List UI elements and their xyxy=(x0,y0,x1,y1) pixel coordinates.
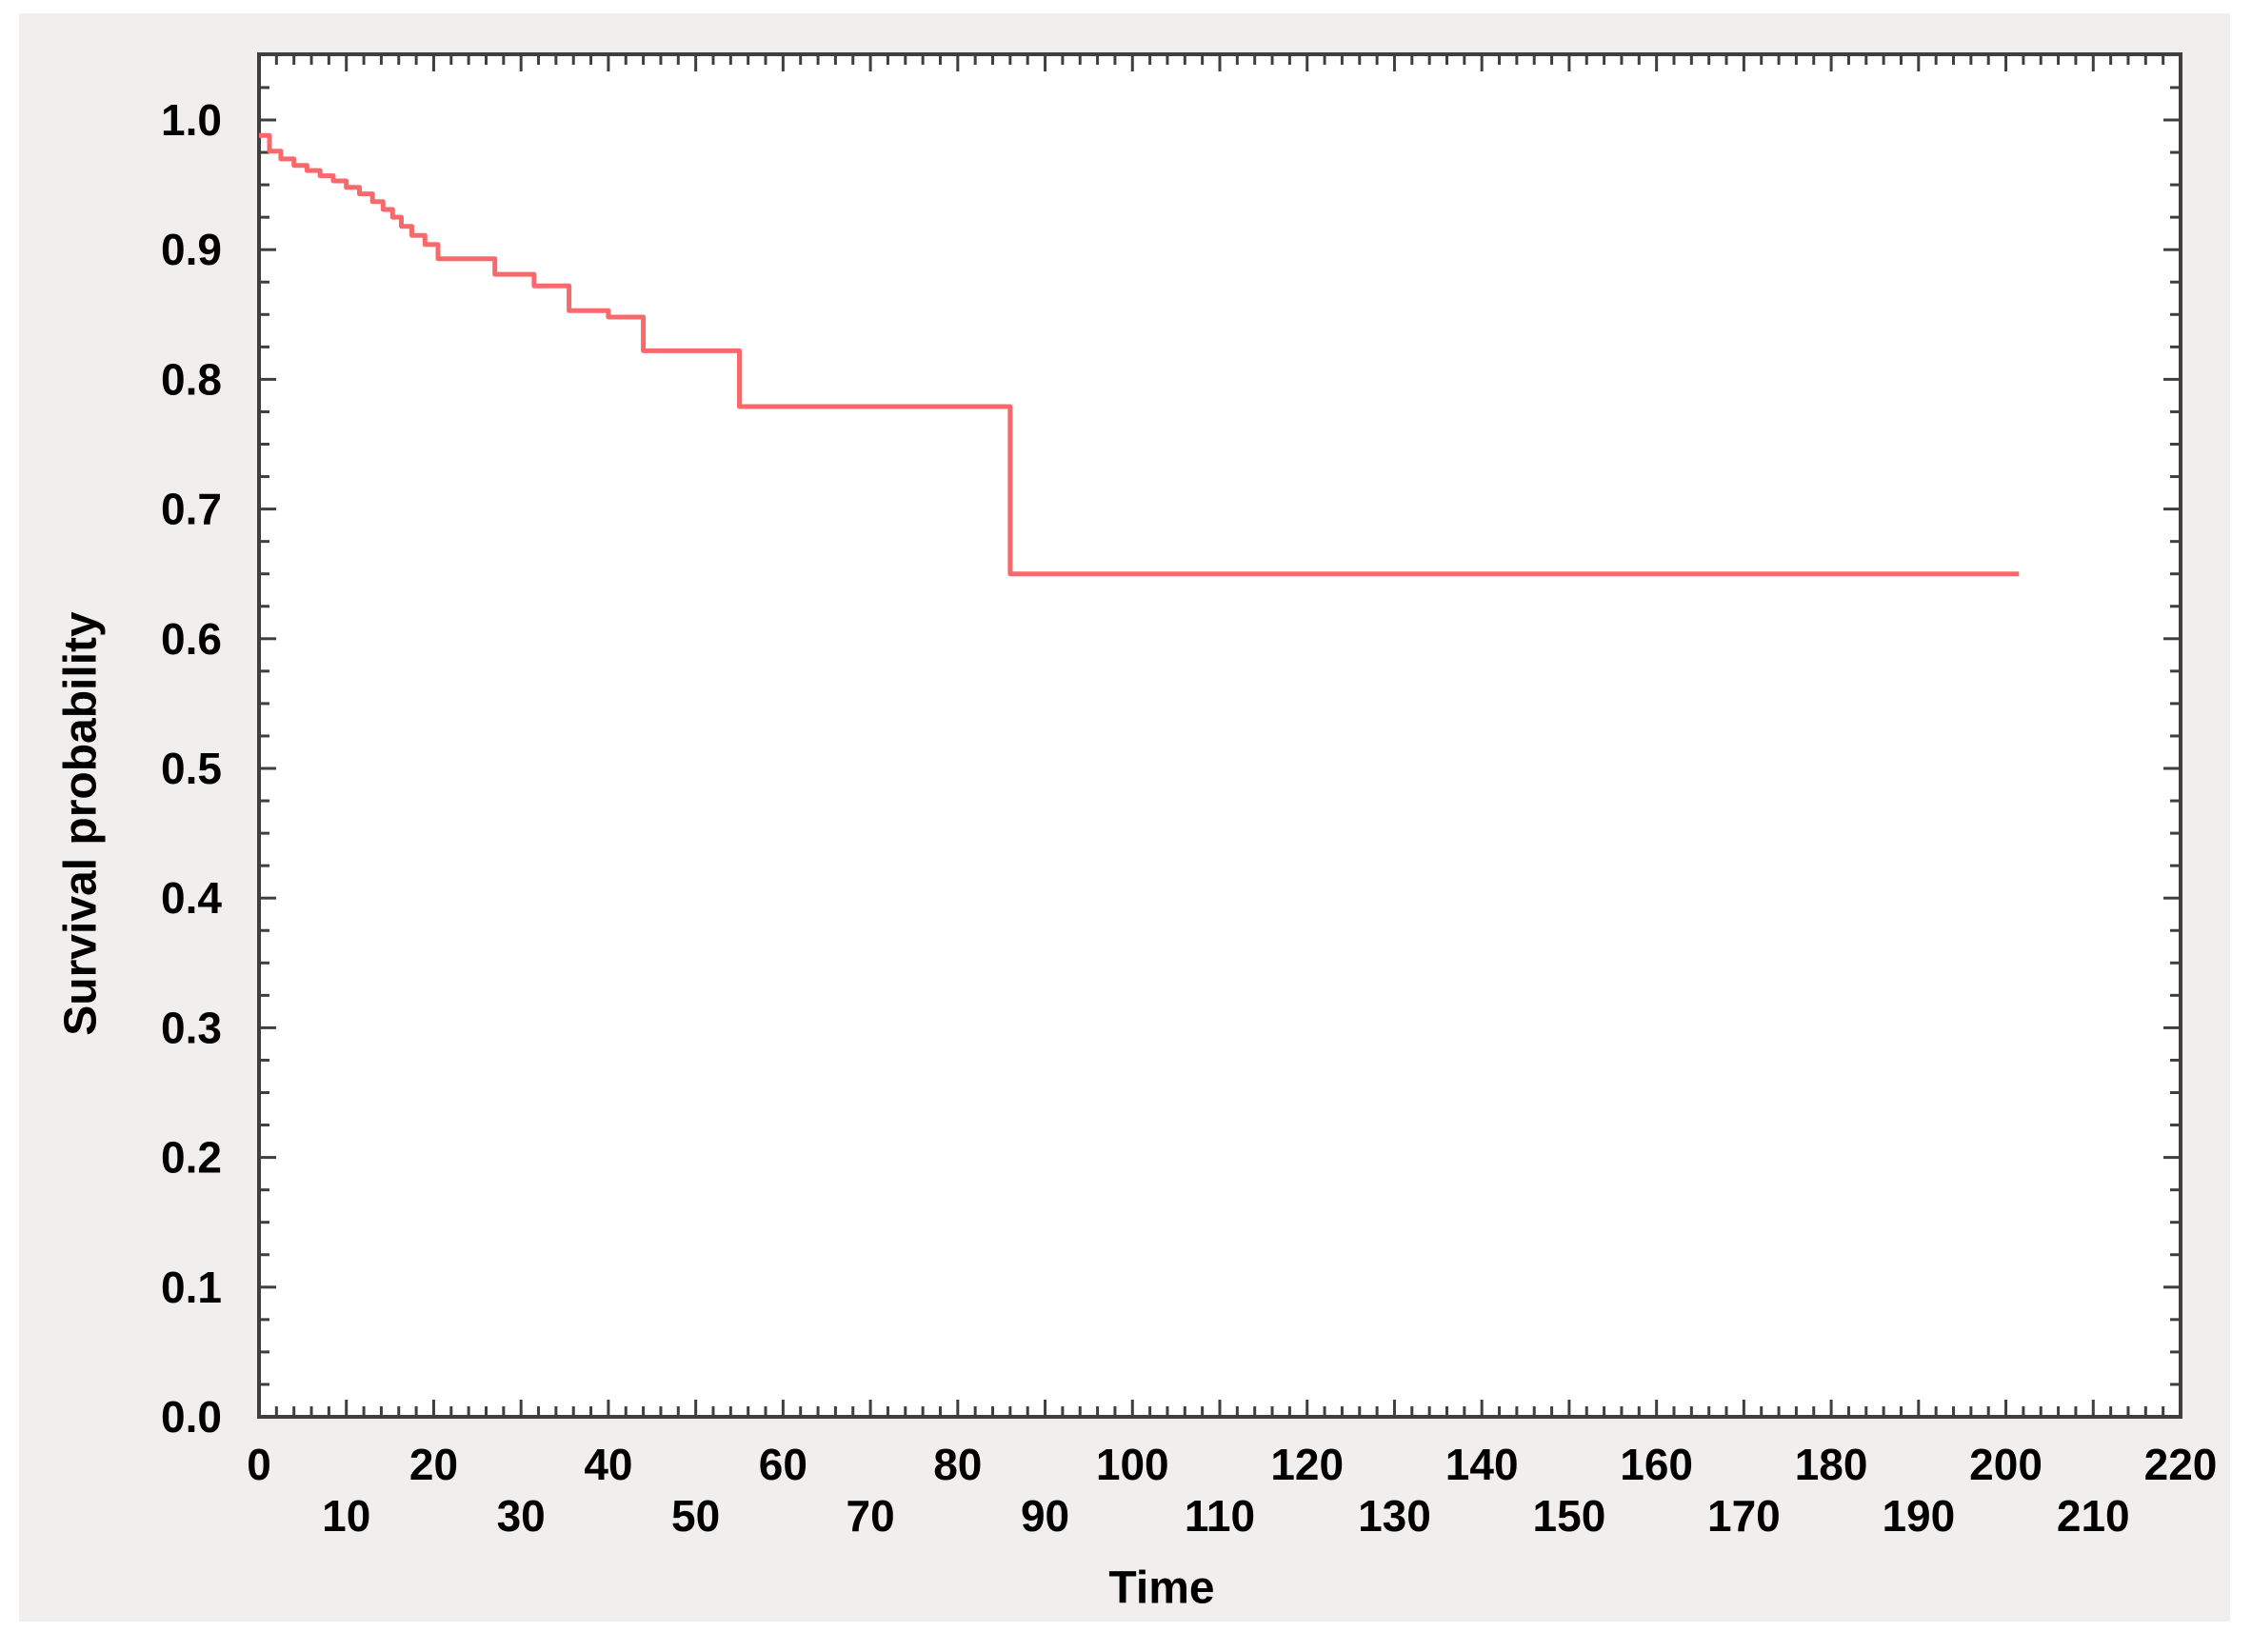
axis-tick-labels: 0 20 40 60 80 100 120 140 160 180 200 220 10 30 50 70 90… xyxy=(161,95,2217,1541)
y-tick-label: 0.7 xyxy=(161,485,222,534)
x-tick-label: 200 xyxy=(1969,1440,2043,1489)
x-tick-label: 160 xyxy=(1620,1440,1693,1489)
y-axis-title: Survival probability xyxy=(56,611,107,1036)
x-tick-label-row2: 170 xyxy=(1707,1491,1781,1541)
x-tick-label-row2: 150 xyxy=(1533,1491,1606,1541)
y-tick-label: 0.5 xyxy=(161,744,222,793)
x-tick-label: 100 xyxy=(1096,1440,1169,1489)
x-tick-label-row2: 10 xyxy=(322,1491,370,1541)
plot-area xyxy=(259,54,2181,1417)
series-group xyxy=(259,132,2020,577)
x-tick-label-row2: 90 xyxy=(1021,1491,1069,1541)
x-tick-label-row2: 210 xyxy=(2057,1491,2130,1541)
survival-curve-line xyxy=(259,132,2020,577)
x-tick-label-row2: 130 xyxy=(1358,1491,1431,1541)
axis-ticks xyxy=(257,56,2182,1419)
x-tick-label-row2: 50 xyxy=(671,1491,720,1541)
x-axis-title: Time xyxy=(1108,1563,1214,1614)
x-tick-label: 60 xyxy=(759,1440,807,1489)
y-tick-label: 0.9 xyxy=(161,225,222,274)
x-tick-label: 120 xyxy=(1270,1440,1344,1489)
y-tick-label: 1.0 xyxy=(161,95,222,145)
x-tick-label: 180 xyxy=(1795,1440,1868,1489)
y-tick-label: 0.0 xyxy=(161,1392,222,1442)
x-tick-label: 40 xyxy=(584,1440,632,1489)
plot-frame xyxy=(257,52,2182,1419)
x-tick-label-row2: 190 xyxy=(1882,1491,1955,1541)
x-tick-label-row2: 70 xyxy=(847,1491,895,1541)
x-tick-label-row2: 110 xyxy=(1185,1491,1255,1541)
x-tick-label: 220 xyxy=(2144,1440,2218,1489)
x-tick-label: 0 xyxy=(247,1440,271,1489)
y-tick-label: 0.4 xyxy=(161,873,222,923)
x-tick-label: 20 xyxy=(409,1440,458,1489)
x-tick-label-row2: 30 xyxy=(497,1491,546,1541)
y-tick-label: 0.8 xyxy=(161,354,222,404)
x-tick-label: 80 xyxy=(933,1440,982,1489)
y-tick-label: 0.1 xyxy=(161,1263,222,1312)
x-tick-label: 140 xyxy=(1445,1440,1519,1489)
y-tick-label: 0.6 xyxy=(161,614,222,664)
y-tick-label: 0.3 xyxy=(161,1003,222,1052)
y-tick-label: 0.2 xyxy=(161,1133,222,1183)
